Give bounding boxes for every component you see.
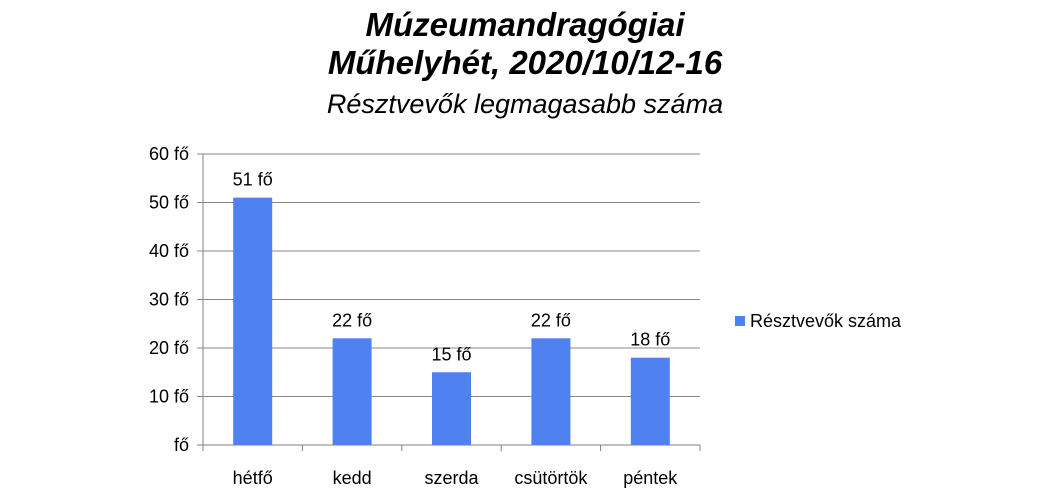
data-label: 22 fő (332, 310, 372, 330)
y-tick-label: fő (174, 435, 189, 455)
chart-subtitle: Résztvevők legmagasabb száma (326, 89, 724, 119)
bar-kedd (332, 338, 372, 445)
y-tick-label: 20 fő (149, 338, 189, 358)
data-label: 22 fő (531, 310, 571, 330)
x-tick-label: hétfő (233, 468, 273, 488)
y-tick-label: 40 fő (149, 241, 189, 261)
x-tick-label: péntek (623, 468, 678, 488)
y-tick-label: 10 fő (149, 387, 189, 407)
legend-label: Résztvevők száma (750, 311, 902, 331)
data-label: 18 fő (630, 330, 670, 350)
legend-swatch (735, 316, 745, 326)
y-tick-label: 60 fő (149, 144, 189, 164)
chart-title-line2: Műhelyhét, 2020/10/12-16 (327, 44, 723, 81)
bar-péntek (630, 357, 670, 445)
y-tick-label: 30 fő (149, 290, 189, 310)
x-tick-label: kedd (333, 468, 372, 488)
x-tick-label: csütörtök (514, 468, 588, 488)
x-tick-label: szerda (424, 468, 479, 488)
bar-szerda (432, 372, 471, 445)
bar-hétfő (233, 197, 273, 445)
data-label: 51 fő (233, 170, 273, 190)
y-tick-label: 50 fő (149, 193, 189, 213)
chart-title-line1: Múzeumandragógiai (365, 6, 685, 43)
bar-csütörtök (531, 338, 571, 445)
data-label: 15 fő (431, 344, 471, 364)
